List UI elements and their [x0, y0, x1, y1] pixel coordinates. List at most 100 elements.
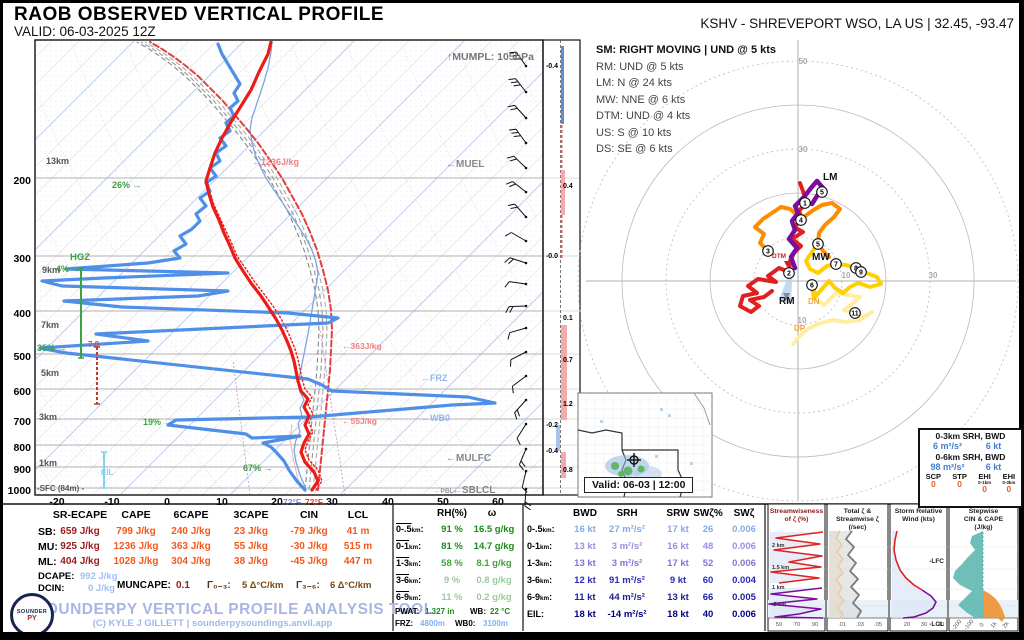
composite-index: EHI 0-1km 0 [978, 472, 992, 494]
srw-value: 9 kt [669, 575, 687, 586]
legend-swatch [40, 74, 60, 77]
gamma-0-3-label: Γ₀₋₃: [207, 580, 231, 591]
legend-swatch [40, 102, 60, 103]
thermo-value: 41 m [346, 526, 370, 537]
thermo-value: 240 J/kg [171, 526, 211, 537]
mixing-ratio-value: 8.1 g/kg [476, 558, 512, 569]
legend-swatch [40, 48, 60, 49]
bwd-0-6-value: 6 kt [985, 462, 1002, 472]
frz-label: FRZ: [395, 619, 414, 628]
thermo-row-label: MU: [38, 541, 58, 553]
kinematics-row-label: 0-.5km: [527, 524, 555, 534]
srh-summary-box: 0-3km SRH, BWD 6 m²/s² 6 kt 0-6km SRH, BW… [918, 428, 1023, 508]
bwd-value: 13 kt [574, 558, 596, 569]
composite-indices: SCP 0 STP 0 EHI 0-1km 0 EHI 0-3km 0 [920, 473, 1021, 494]
bwd-value: 16 kt [574, 524, 596, 535]
thermo-value: 799 J/kg [116, 526, 156, 537]
dcin-label: DCIN: [38, 583, 65, 594]
rh-value: 91 % [441, 524, 463, 535]
rh-value: 58 % [441, 558, 463, 569]
thermo-header: LCL [347, 509, 369, 521]
composite-index: STP 0 [952, 472, 967, 489]
legend-item: DWNDRFT PARCEL [40, 116, 128, 125]
wb0-value: 3100m [483, 619, 508, 628]
thermo-header: SR-ECAPE [52, 509, 108, 521]
thermo-header: 3CAPE [233, 509, 269, 521]
pwat-label: PWAT: [395, 607, 420, 616]
sounderpy-logo: SOUNDER PY [10, 593, 54, 637]
srw-value: 18 kt [667, 609, 689, 620]
legend-label: VIRTUAL TEMP [64, 54, 115, 61]
thermo-value: 515 m [343, 541, 373, 552]
srw-value: 17 kt [667, 524, 689, 535]
legend-item: MUCAPE PARCEL [40, 107, 128, 116]
swz-value: 0.005 [732, 592, 756, 603]
kinematics-row-label: 6-9km: [527, 592, 553, 602]
station-header: KSHV - SHREVEPORT WSO, LA US | 32.45, -9… [700, 16, 1014, 31]
legend-swatch [40, 111, 60, 112]
legend-label: DWNDRFT PARCEL [64, 117, 128, 124]
footer-credit: (C) KYLE J GILLETT | sounderpysoundings.… [92, 618, 333, 629]
swz-pct-value: 66 [702, 592, 714, 603]
legend-item: TEMPERATURE [40, 71, 128, 80]
legend-label: MLCAPE PARCEL [64, 99, 123, 106]
map-valid-caption: Valid: 06-03 | 12:00 [584, 477, 694, 493]
legend-swatch [40, 65, 60, 68]
rh-row-label: 6-9km: [396, 592, 422, 602]
frz-value: 4800m [420, 619, 445, 628]
wb0-label: WB0: [455, 619, 476, 628]
legend-item: MLCAPE PARCEL [40, 98, 128, 107]
legend-item: VIRTUAL TEMP [40, 53, 128, 62]
kinematics-header: BWD [573, 508, 597, 519]
thermo-value: -45 J/kg [290, 556, 328, 567]
chart-paper [3, 3, 1019, 632]
srh-value: 3 m²/s² [611, 558, 643, 569]
thermo-value: 447 m [343, 556, 373, 567]
legend-label: MUECAPE PARCEL [64, 81, 128, 88]
swz-pct-value: 26 [702, 524, 714, 535]
legend-label: SBCAPE PARCEL [64, 90, 122, 97]
kinematics-header: SRH [616, 508, 638, 519]
swz-pct-value: 48 [702, 541, 714, 552]
composite-index: SCP 0 [925, 472, 942, 489]
gamma-0-3-value: 5 Δ°C/km [242, 580, 284, 591]
thermo-value: 38 J/kg [234, 556, 268, 567]
legend-swatch [40, 93, 60, 94]
footer-title: SOUNDERPY VERTICAL PROFILE ANALYSIS TOOL [35, 601, 434, 618]
wb-label: WB: [470, 607, 486, 616]
bwd-value: 11 kt [574, 592, 596, 603]
rh-header: RH(%) [437, 508, 467, 519]
mixing-ratio-value: 16.5 g/kg [473, 524, 515, 535]
swz-value: 0.006 [732, 558, 756, 569]
legend-label: DEWPOINT [64, 63, 101, 70]
composite-index: EHI 0-3km 0 [1002, 472, 1016, 494]
thermo-value: -79 J/kg [290, 526, 328, 537]
legend-item: WETBULB TEMP [40, 44, 128, 53]
kinematics-row-label: 3-6km: [527, 575, 553, 585]
swz-value: 0.006 [732, 524, 756, 535]
swz-value: 0.006 [732, 609, 756, 620]
kinematics-row-label: 1-3km: [527, 558, 553, 568]
storm-motion-line: RM: UND @ 5 kts [596, 60, 684, 73]
skewt-legend: WETBULB TEMP VIRTUAL TEMP DEWPOINT TEMPERAT… [40, 44, 128, 125]
storm-motion-line: DS: SE @ 6 kts [596, 143, 673, 155]
legend-item: DEWPOINT [40, 62, 128, 71]
legend-item: SBCAPE PARCEL [40, 89, 128, 98]
swz-pct-value: 40 [702, 609, 714, 620]
thermo-row-label: SB: [38, 526, 57, 538]
wb-value: 22 °C [490, 607, 511, 616]
thermo-value: 363 J/kg [171, 541, 211, 552]
rh-value: 11 % [441, 592, 463, 603]
legend-swatch [40, 83, 60, 86]
storm-motion-line: US: S @ 10 kts [596, 126, 672, 139]
storm-motion-line: LM: N @ 24 kts [596, 77, 672, 89]
rh-value: 81 % [441, 541, 463, 552]
legend-label: MUCAPE PARCEL [64, 108, 123, 115]
dcin-value: 0 J/kg [88, 583, 115, 594]
legend-swatch [40, 120, 60, 121]
thermo-value: 925 J/kg [60, 541, 100, 552]
thermo-header: CAPE [121, 509, 151, 521]
storm-motion-line: MW: NNE @ 6 kts [596, 93, 686, 106]
mixing-ratio-value: 14.7 g/kg [473, 541, 515, 552]
